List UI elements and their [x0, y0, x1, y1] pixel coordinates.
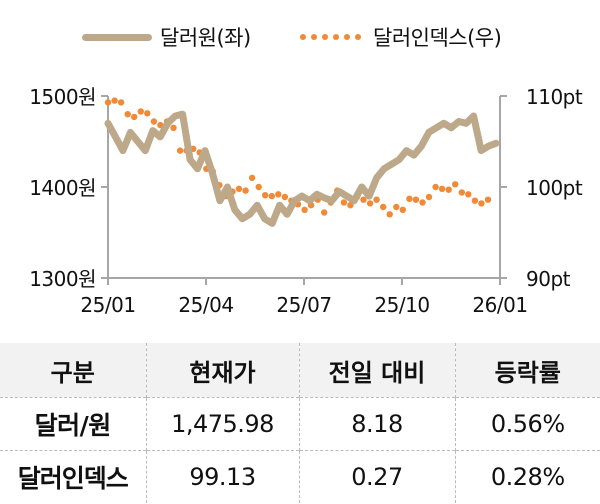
line-swatch-icon: [82, 33, 152, 41]
x-tick-label: 26/01: [472, 293, 527, 317]
left-tick-1300: 1300원: [29, 267, 96, 291]
legend-item-krw: 달러원(좌): [82, 22, 251, 52]
row-label-usdkrw: 달러/원: [0, 397, 146, 451]
cell-change-rate: 0.56%: [454, 397, 600, 451]
cell-current-price: 99.13: [145, 450, 299, 503]
x-tick-label: 25/01: [80, 293, 135, 317]
table-row: 달러인덱스 99.13 0.27 0.28%: [0, 450, 600, 503]
header-change: 전일 대비: [298, 343, 455, 398]
right-tick-90: 90pt: [526, 267, 571, 291]
right-axis: 110pt 100pt 90pt: [499, 85, 583, 291]
cell-current-price: 1,475.98: [145, 397, 299, 451]
x-tick-label: 25/04: [178, 293, 233, 317]
fx-chart: 1500원 1400원 1300원 110pt 100pt 90pt 25/01…: [29, 85, 583, 317]
right-tick-110: 110pt: [526, 85, 583, 109]
cell-change-rate: 0.28%: [454, 450, 600, 503]
chart-legend: 달러원(좌) 달러인덱스(우): [0, 22, 600, 54]
table-row: 달러/원 1,475.98 8.18 0.56%: [0, 397, 600, 451]
legend-label-krw: 달러원(좌): [160, 26, 251, 50]
header-category: 구분: [0, 343, 146, 398]
left-tick-1400: 1400원: [29, 176, 96, 200]
fx-summary-table: 구분 현재가 전일 대비 등락률 달러/원 1,475.98 8.18 0.56…: [0, 343, 600, 503]
cell-change: 0.27: [298, 450, 455, 503]
legend-label-dxy: 달러인덱스(우): [373, 26, 502, 50]
dot-swatch-icon: [300, 34, 361, 40]
header-current-price: 현재가: [145, 343, 299, 398]
header-change-rate: 등락률: [454, 343, 600, 398]
table-header-row: 구분 현재가 전일 대비 등락률: [0, 343, 600, 398]
x-axis: 25/01 25/04 25/07 25/10 26/01: [80, 277, 528, 317]
cell-change: 8.18: [298, 397, 455, 451]
row-label-dxy: 달러인덱스: [0, 450, 146, 503]
x-tick-label: 25/10: [374, 293, 429, 317]
left-axis: 1500원 1400원 1300원: [29, 85, 109, 291]
legend-item-dxy: 달러인덱스(우): [300, 22, 502, 52]
usd-krw-series: [104, 110, 500, 227]
left-tick-1500: 1500원: [29, 85, 96, 109]
x-tick-label: 25/07: [276, 293, 331, 317]
right-tick-100: 100pt: [526, 176, 583, 200]
